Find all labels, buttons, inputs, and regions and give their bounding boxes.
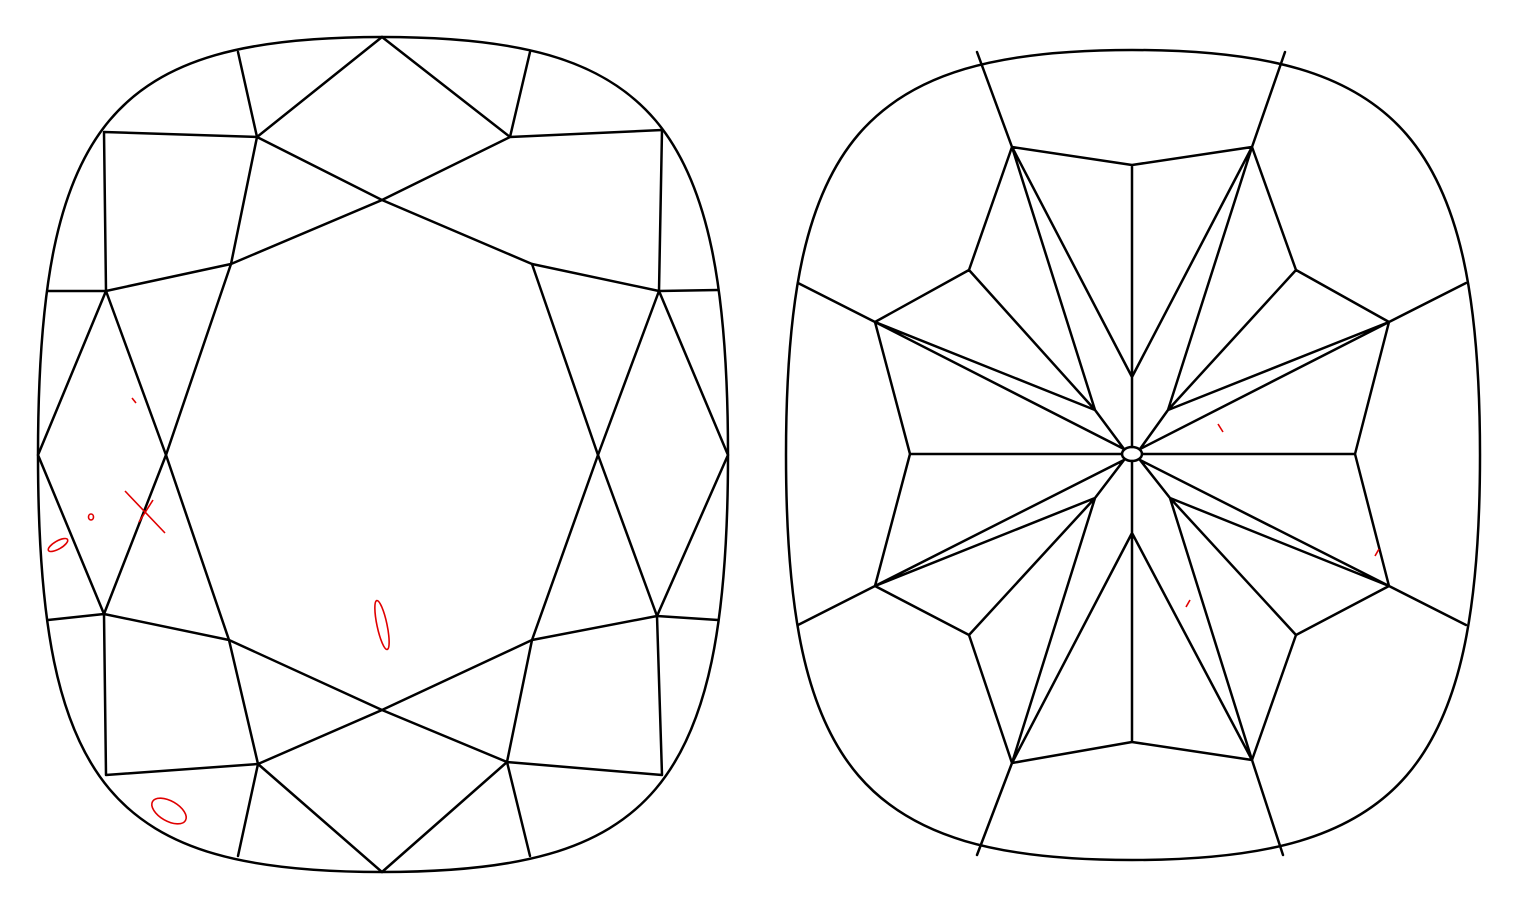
pavilion-view	[784, 48, 1482, 862]
inclusion	[1217, 423, 1224, 433]
inclusion	[1185, 599, 1191, 608]
inclusion	[374, 599, 390, 651]
girdle-outline	[784, 48, 1482, 862]
girdle-outline	[36, 35, 730, 874]
inclusion	[151, 797, 187, 825]
pavilion-facets	[796, 50, 1468, 857]
inclusion	[47, 537, 69, 553]
inclusion	[138, 499, 154, 523]
inclusions	[47, 397, 390, 825]
crown-facets	[36, 35, 730, 874]
inclusions	[1185, 423, 1380, 608]
inclusion	[131, 397, 137, 404]
crown-view	[36, 35, 730, 874]
inclusion	[1374, 548, 1380, 557]
inclusion	[87, 513, 95, 521]
table-facet	[164, 198, 600, 712]
